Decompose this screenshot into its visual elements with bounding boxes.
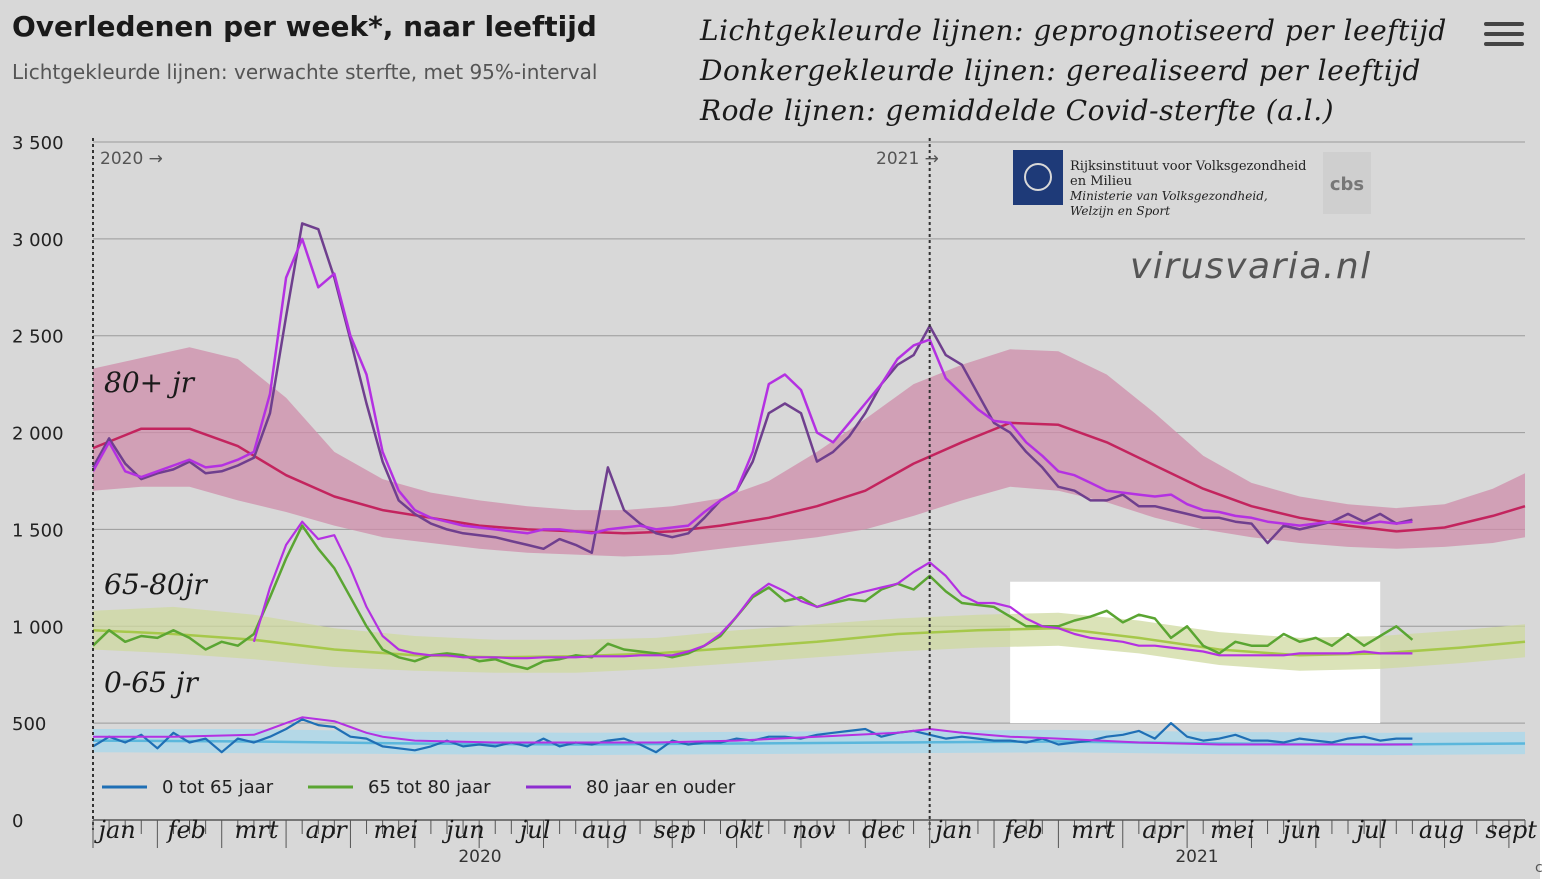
x-month-label: okt [725, 816, 764, 844]
handwritten-note-1: Lichtgekleurde lijnen: geprognotiseerd p… [700, 14, 1447, 47]
y-tick-label: 2 000 [12, 424, 64, 445]
x-month-label: jun [1278, 816, 1321, 844]
x-month-label: aug [1419, 816, 1464, 844]
y-tick-label: 1 500 [12, 520, 64, 541]
group-label-80: 80+ jr [104, 366, 196, 399]
x-month-label: feb [1002, 816, 1042, 844]
x-month-label: dec [862, 816, 905, 844]
group-label-65: 65-80jr [104, 568, 208, 601]
handwritten-note-3: Rode lijnen: gemiddelde Covid-sterfte (a… [700, 94, 1335, 127]
y-tick-label: 0 [12, 811, 23, 832]
year-marker-2020: 2020 → [100, 149, 163, 169]
cbs-logo-text: cbs [1330, 174, 1364, 195]
rivm-name-line2: en Milieu [1070, 174, 1132, 189]
y-tick-label: 3 000 [12, 230, 64, 251]
x-month-label: jun [441, 816, 484, 844]
x-month-label: sept [1485, 816, 1537, 844]
x-month-label: apr [1142, 816, 1185, 844]
x-month-label: mei [1210, 816, 1255, 844]
chart-subtitle: Lichtgekleurde lijnen: verwachte sterfte… [12, 60, 598, 84]
x-month-label: aug [582, 816, 627, 844]
handwritten-note-2: Donkergekleurde lijnen: gerealiseerd per… [700, 54, 1421, 87]
chart-title: Overledenen per week*, naar leeftijd [12, 10, 597, 43]
watermark: virusvaria.nl [1130, 246, 1372, 287]
x-month-label: apr [306, 816, 349, 844]
x-month-label: nov [792, 816, 836, 844]
series-line [91, 222, 1413, 554]
y-tick-label: 500 [12, 714, 46, 735]
series-line [93, 716, 1413, 746]
x-month-label: jul [515, 816, 551, 844]
x-month-label: mei [373, 816, 418, 844]
series-line [252, 520, 1413, 660]
year-marker-2021: 2021 → [876, 149, 939, 169]
hamburger-menu-icon[interactable] [1484, 22, 1524, 52]
x-month-label: jan [930, 816, 972, 844]
rivm-crest-icon [1024, 163, 1052, 191]
x-month-label: mrt [1071, 816, 1115, 844]
confidence-band [93, 347, 1525, 557]
rivm-sub-line1: Ministerie van Volksgezondheid, [1069, 189, 1268, 203]
series-line [92, 626, 1526, 659]
rivm-name-line1: Rijksinstituut voor Volksgezondheid [1070, 159, 1306, 174]
x-month-label: jul [1352, 816, 1388, 844]
x-month-label: jan [94, 816, 136, 844]
x-month-label: sep [654, 816, 696, 844]
x-year-label-2021: 2021 [1175, 847, 1218, 867]
series-line [92, 421, 1526, 535]
y-tick-label: 1 000 [12, 617, 64, 638]
corner-mark: c [1535, 860, 1543, 876]
group-label-0-65: 0-65 jr [104, 666, 199, 699]
rivm-sub-line2: Welzijn en Sport [1070, 204, 1170, 218]
y-tick-label: 3 500 [12, 133, 64, 154]
legend-label: 0 tot 65 jaar [162, 777, 274, 798]
y-tick-label: 2 500 [12, 327, 64, 348]
rivm-logo-icon [1013, 150, 1063, 205]
x-year-label-2020: 2020 [458, 847, 501, 867]
cbs-logo-icon [1323, 152, 1371, 214]
series-line [91, 237, 1413, 535]
legend-label: 65 tot 80 jaar [368, 777, 491, 798]
legend-label: 80 jaar en ouder [586, 777, 736, 798]
x-month-label: feb [166, 816, 206, 844]
x-month-label: mrt [235, 816, 279, 844]
series-line [92, 524, 1414, 671]
